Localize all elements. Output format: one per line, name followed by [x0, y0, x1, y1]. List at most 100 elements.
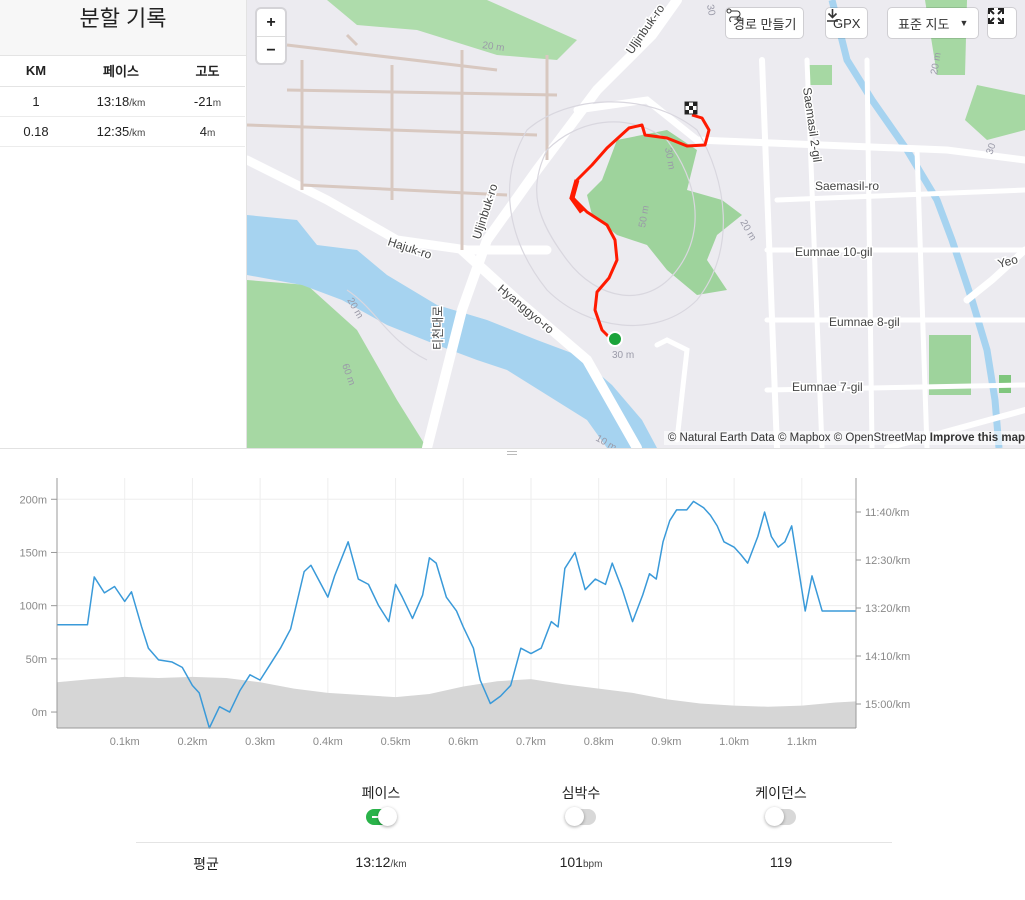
cadence-toggle-group: 케이던스	[748, 783, 814, 828]
street-label: Eumnae 8-gil	[829, 315, 900, 329]
fullscreen-button[interactable]	[988, 8, 1016, 38]
sports-field	[807, 65, 832, 85]
x-tick-label: 1.0km	[719, 736, 749, 748]
col-pace: 페이스	[72, 56, 170, 87]
cadence-toggle-label: 케이던스	[755, 785, 807, 801]
split-pace: 12:35/km	[72, 116, 170, 147]
contour-label: 30 m	[662, 147, 677, 171]
create-route-label: 경로 만들기	[733, 16, 797, 32]
start-marker	[607, 331, 623, 347]
contour-label: 20 m	[929, 52, 944, 76]
street-label: Saemasil 2-gil	[800, 86, 824, 163]
street-label: Saemasil-ro	[815, 179, 879, 193]
x-tick-label: 0.7km	[516, 736, 546, 748]
zoom-out-button[interactable]: −	[257, 36, 285, 63]
y-left-tick-label: 50m	[26, 654, 47, 666]
y-left-tick-label: 0m	[32, 707, 47, 719]
street-label: Eumnae 7-gil	[792, 380, 863, 394]
contour-label: 50 m	[637, 205, 652, 229]
contour-label: 30	[984, 141, 998, 156]
park-area	[247, 280, 427, 448]
hr-toggle-label: 심박수	[561, 785, 601, 801]
map-canvas[interactable]: Uljinbuk-ro Uljinbuk-ro Hajuk-ro Hyanggy…	[247, 0, 1025, 448]
y-left-tick-label: 100m	[19, 601, 47, 613]
x-tick-label: 1.1km	[787, 736, 817, 748]
pace-line	[57, 500, 856, 729]
y-right-tick-label: 15:00/km	[865, 699, 910, 711]
fullscreen-icon	[988, 8, 1004, 24]
x-tick-label: 0.9km	[651, 736, 681, 748]
drag-grip-icon	[507, 451, 517, 455]
col-km: KM	[0, 56, 72, 87]
average-pace: 13:12/km	[355, 854, 407, 870]
splits-panel: 분할 기록 KM 페이스 고도 1 13:18/km -21m 0.18 12:…	[0, 0, 247, 448]
split-row: 1 13:18/km -21m	[0, 86, 245, 117]
average-row: 평균 13:12/km 101bpm 119	[136, 843, 892, 881]
chevron-down-icon: ▼	[959, 18, 969, 28]
contour-label: 20 m	[482, 40, 506, 54]
zoom-control: + −	[257, 9, 285, 63]
zoom-in-button[interactable]: +	[266, 14, 276, 31]
split-row: 0.18 12:35/km 4m	[0, 116, 245, 147]
y-left-tick-label: 200m	[19, 494, 47, 506]
x-tick-label: 0.4km	[313, 736, 343, 748]
x-tick-label: 0.1km	[110, 736, 140, 748]
pace-toggle-group: 페이스	[356, 783, 406, 828]
attribution-text: © Natural Earth Data © Mapbox © OpenStre…	[667, 432, 927, 444]
y-right-tick-label: 13:20/km	[865, 603, 910, 615]
create-route-button[interactable]: 경로 만들기	[726, 8, 804, 38]
cadence-toggle[interactable]	[765, 807, 796, 826]
y-right-tick-label: 12:30/km	[865, 555, 910, 567]
contour-label: 30 m	[612, 350, 634, 361]
elevation-pace-chart[interactable]: 200m 150m 100m 50m 0m 11:40/km 12:30/km 13:20/k…	[0, 470, 1025, 760]
average-heart-rate: 101bpm	[559, 854, 603, 870]
park-area	[327, 0, 577, 60]
route-icon	[726, 8, 742, 22]
x-tick-label: 0.2km	[177, 736, 207, 748]
heart-rate-toggle[interactable]	[565, 807, 596, 826]
y-left-tick-label: 150m	[19, 547, 47, 559]
pace-toggle-label: 페이스	[361, 785, 401, 801]
split-km: 1	[0, 86, 72, 117]
gpx-download-button[interactable]: GPX	[826, 8, 868, 38]
splits-title: 분할 기록	[0, 0, 246, 56]
download-icon	[827, 9, 838, 22]
y-right-tick-label: 11:40/km	[865, 507, 909, 519]
finish-marker	[684, 101, 698, 115]
contour-label: 30	[704, 4, 717, 17]
y-right-tick-label: 14:10/km	[865, 651, 910, 663]
park-area	[965, 85, 1025, 140]
street-label: 티천대로	[430, 306, 445, 350]
split-elev: 4m	[170, 116, 245, 147]
splits-table: KM 페이스 고도 1 13:18/km -21m 0.18 12:35/km …	[0, 56, 245, 147]
hr-toggle-group: 심박수	[551, 783, 611, 828]
metric-toggle-row: 페이스 심박수 케이던스	[136, 783, 892, 843]
average-cadence: 119	[769, 854, 793, 870]
chart-svg: 200m 150m 100m 50m 0m 11:40/km 12:30/km 13:20/k…	[19, 478, 910, 748]
col-elev: 고도	[170, 56, 245, 87]
split-pace: 13:18/km	[72, 86, 170, 117]
route-line	[571, 113, 711, 347]
split-km: 0.18	[0, 116, 72, 147]
route-map[interactable]: Uljinbuk-ro Uljinbuk-ro Hajuk-ro Hyanggy…	[247, 0, 1025, 448]
gpx-label: GPX	[833, 15, 861, 31]
x-tick-label: 0.3km	[245, 736, 275, 748]
elevation-area	[57, 676, 856, 728]
x-tick-label: 0.6km	[448, 736, 478, 748]
map-style-label: 표준 지도	[898, 16, 950, 32]
split-elev: -21m	[170, 86, 245, 117]
splits-header-row: KM 페이스 고도	[0, 56, 245, 87]
map-attribution: © Natural Earth Data © Mapbox © OpenStre…	[663, 431, 1025, 445]
resize-handle[interactable]	[0, 448, 1025, 459]
average-label: 평균	[193, 856, 219, 872]
stream	[828, 0, 1003, 448]
x-tick-label: 0.8km	[584, 736, 614, 748]
pace-toggle[interactable]	[366, 807, 397, 826]
improve-map-link[interactable]: Improve this map	[929, 432, 1025, 444]
map-style-dropdown[interactable]: 표준 지도 ▼	[888, 8, 979, 38]
street-label: Eumnae 10-gil	[795, 245, 872, 259]
x-tick-label: 0.5km	[381, 736, 411, 748]
park-area	[587, 130, 742, 295]
street-label: Yeo	[996, 252, 1019, 271]
stats-panel: 페이스 심박수 케이던스 평균 13:12/km 101bpm 119	[136, 783, 892, 872]
